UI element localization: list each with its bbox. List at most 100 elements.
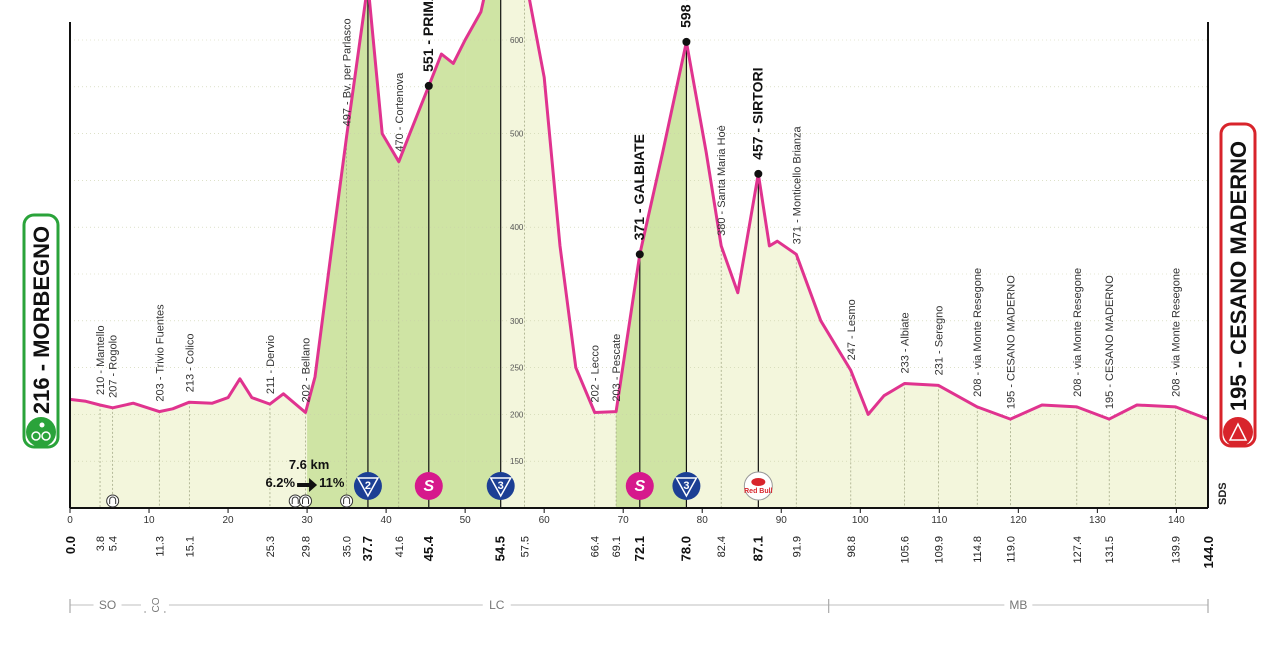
x-tick-40: 40 [381,515,393,526]
waypoint-km-0: 3.8 [95,536,107,551]
redbull-badge-sun-5 [751,478,766,486]
finish-box-label: 195 - CESANO MADERNO [1226,141,1251,411]
waypoint-km-15: 78.0 [678,536,693,561]
y-tick-500: 500 [510,130,524,139]
waypoint-km-10: 54.5 [493,536,508,561]
x-tick-80: 80 [697,515,709,526]
waypoint-labels: 210 - Mantello 3.8 207 - Rogolo 5.4 203 - Tr… [63,0,1216,569]
summit-dot-5 [754,169,763,178]
x-tick-0: 0 [67,515,73,526]
kom-badge-circle-4 [672,472,701,500]
y-tick-600: 600 [510,36,524,45]
profile-line [69,0,1209,421]
finish-box-icon [1223,417,1253,447]
x-axis-layer: 0 10 20 30 40 50 60 70 80 90 100 110 120 130 140 [67,22,1209,526]
x-tick-120: 120 [1010,515,1027,526]
y-tick-400: 400 [510,223,524,232]
start-box-icon-wheel-a [31,431,41,441]
start-km-label: 0.0 [63,536,78,554]
waypoint-name-14: 371 - GALBIATE [631,134,647,240]
waypoint-name-13: 203 - Pescate [611,334,623,402]
start-box: 216 - MORBEGNO [22,213,60,449]
region-label-3: MB [1009,598,1027,612]
badge-kom-4: 3 [672,472,701,500]
waypoint-km-13: 69.1 [611,536,623,557]
waypoint-name-20: 233 - Albiate [900,312,912,373]
x-tick-70: 70 [618,515,630,526]
waypoint-name-9: 551 - PRIMALUNA [420,0,436,72]
sprint-badge-circle-1 [414,472,443,500]
redbull-badge-label-5: Red Bull [744,488,772,495]
waypoint-name-0: 210 - Mantello [95,325,107,395]
summit-dot-4 [682,37,691,46]
region-label-1: CO [151,597,162,612]
x-tick-30: 30 [302,515,314,526]
waypoint-km-3: 15.1 [184,536,196,557]
kom-badge-circle-0 [353,472,382,500]
kom-badge-label-2: 3 [498,480,504,492]
waypoint-km-19: 98.8 [846,536,858,557]
waypoint-name-3: 213 - Colico [184,334,196,393]
profile-fill-layer [70,0,1208,509]
climb-shading-2 [465,0,501,508]
waypoint-name-19: 247 - Lesmo [846,299,858,360]
climb-arrow-icon [297,478,318,492]
x-tick-130: 130 [1089,515,1106,526]
region-mask-0 [93,597,122,611]
climb-distance: 7.6 km [289,457,329,472]
profile-line-layer [69,0,1209,421]
waypoint-drop-lines [99,0,1176,508]
kom-badge-label-0: 2 [365,480,371,492]
climb-shading-3 [616,41,687,509]
x-tick-50: 50 [460,515,472,526]
kom-badge-triangle-0 [356,477,380,498]
sprint-badge-circle-3 [625,472,654,500]
sprint-badge-label-1: S [423,478,434,495]
waypoint-km-25: 131.5 [1104,536,1116,564]
region-mask-3 [1004,597,1033,611]
waypoint-km-26: 139.9 [1171,536,1183,564]
climb-gradient: 6.2% [265,475,295,490]
badge-kom-0: 2 [353,472,382,500]
finish-box: 195 - CESANO MADERNO [1219,122,1257,448]
region-label-2: LC [489,598,505,612]
waypoint-name-8: 470 - Cortenova [394,72,406,152]
start-box-icon [26,417,56,447]
waypoint-name-1: 207 - Rogolo [108,335,120,398]
waypoint-name-12: 202 - Lecco [590,345,602,402]
waypoint-km-17: 87.1 [750,536,765,561]
waypoint-name-6: 497 - Bv. per Parlasco [342,18,354,126]
waypoint-km-1: 5.4 [108,536,120,551]
waypoint-km-24: 127.4 [1072,536,1084,564]
waypoint-km-11: 57.5 [519,536,531,557]
badge-kom-2: 3 [486,472,515,500]
climb-shading-0 [307,0,368,508]
start-box-label: 216 - MORBEGNO [29,226,54,414]
waypoint-km-5: 29.8 [301,536,313,557]
start-box-icon-wheel-b [41,431,51,441]
summit-dot-3 [635,250,644,259]
tunnel-icon-arch-2 [302,496,310,504]
y-tick-200: 200 [510,410,524,419]
waypoint-name-18: 371 - Monticello Brianza [791,125,803,244]
sds-logo: SDS [1217,482,1229,505]
regions-layer: SO CO LC MB [69,597,1209,613]
waypoint-km-2: 11.3 [154,536,166,557]
grid-layer: 150200250300400500600700 [70,36,1208,509]
x-tick-100: 100 [852,515,869,526]
waypoint-km-6: 35.0 [342,536,354,557]
region-mask-2 [482,597,511,611]
start-box-icon-head [39,422,45,428]
badge-layer: 2 S 3 S 3 Red Bull 7.6 km 6.2% 11% [106,457,773,508]
waypoint-name-25: 195 - CESANO MADERNO [1104,275,1116,409]
waypoint-km-12: 66.4 [590,536,602,557]
kom-badge-circle-2 [486,472,515,500]
kom-badge-triangle-2 [489,477,512,498]
climb-max: 11% [319,475,345,490]
sprint-badge-label-3: S [634,478,645,495]
climb-shading-1 [367,0,466,508]
waypoint-km-14: 72.1 [632,536,647,561]
kom-badge-label-4: 3 [683,480,689,492]
